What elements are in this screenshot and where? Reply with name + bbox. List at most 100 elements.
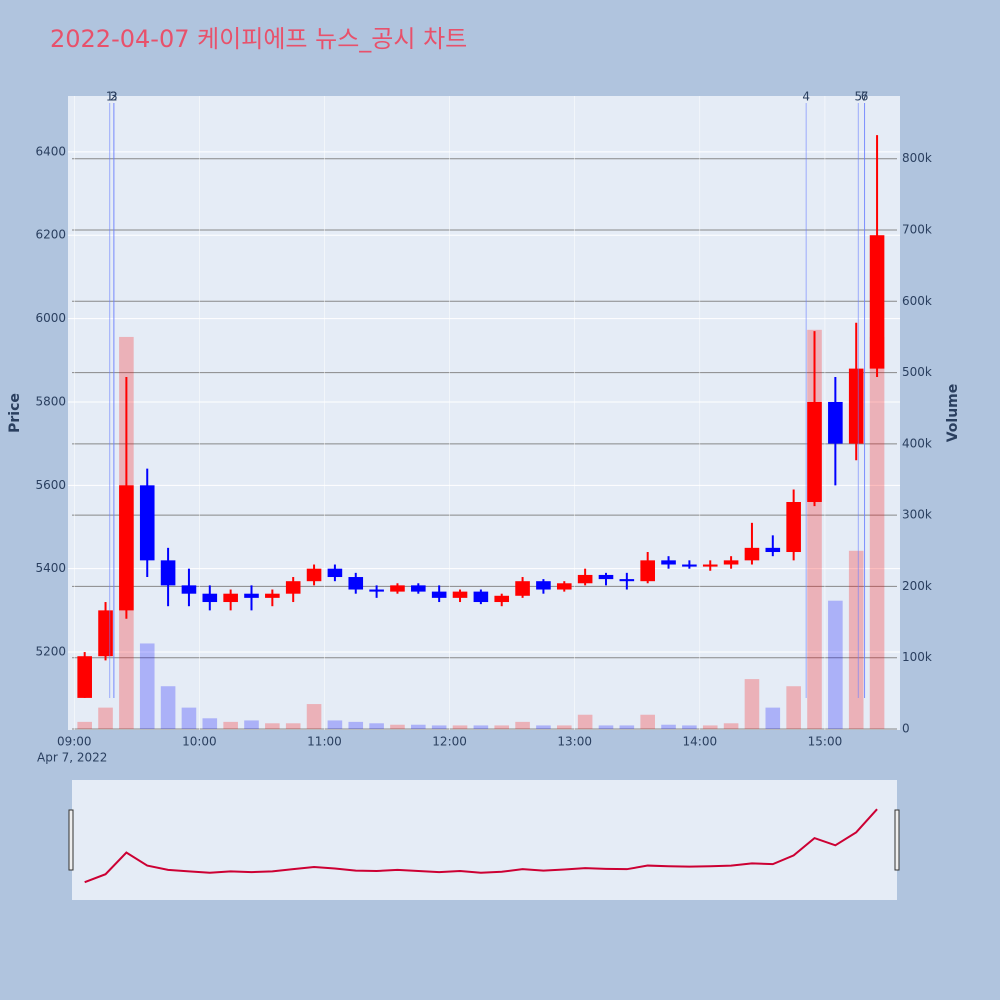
- y2-tick-label: 500k: [902, 365, 932, 379]
- y2-tick-label: 700k: [902, 223, 932, 237]
- candle-body: [77, 656, 92, 698]
- chart-title: 2022-04-07 케이피에프 뉴스_공시 차트: [50, 25, 467, 53]
- volume-bar: [390, 724, 405, 729]
- volume-bar: [285, 723, 301, 729]
- volume-bar: [98, 707, 113, 729]
- candle-body: [869, 235, 885, 369]
- news-label: 5: [854, 90, 862, 104]
- candle-body: [786, 501, 801, 553]
- volume-bar: [494, 725, 510, 729]
- news-label: 1: [106, 90, 114, 104]
- volume-bar: [869, 336, 885, 729]
- x-tick-label: 10:00: [182, 735, 217, 749]
- volume-bar: [77, 721, 92, 729]
- x-tick-label: 15:00: [808, 735, 843, 749]
- candle-body: [619, 579, 635, 582]
- candle-body: [765, 547, 781, 553]
- y2-tick-label: 100k: [902, 650, 932, 664]
- y-tick-label: 5400: [35, 561, 66, 575]
- volume-bar: [348, 721, 364, 729]
- candle-body: [723, 560, 739, 565]
- candle-body: [556, 583, 572, 590]
- candle-body: [682, 564, 697, 567]
- y2-tick-label: 600k: [902, 294, 932, 308]
- candle-body: [640, 560, 655, 582]
- candle-body: [744, 547, 760, 561]
- candle-body: [661, 560, 676, 565]
- candle-body: [265, 593, 280, 598]
- candle-body: [160, 560, 176, 586]
- volume-bar: [139, 643, 155, 729]
- candle-body: [98, 610, 113, 657]
- slider-handle: [894, 809, 900, 871]
- y2-axis-title: Volume: [945, 384, 961, 443]
- x-date-label: Apr 7, 2022: [37, 751, 107, 765]
- x-tick-label: 09:00: [57, 735, 92, 749]
- volume-bar: [556, 725, 572, 729]
- volume-bar: [682, 725, 697, 729]
- volume-bar: [223, 721, 238, 729]
- volume-bar: [411, 724, 426, 729]
- y2-tick-label: 400k: [902, 436, 932, 450]
- volume-bar: [536, 725, 551, 729]
- x-tick-label: 14:00: [683, 735, 718, 749]
- volume-bar: [848, 550, 864, 729]
- x-tick-label: 11:00: [307, 735, 342, 749]
- y-tick-label: 6000: [35, 311, 66, 325]
- candle-body: [473, 591, 489, 603]
- y2-tick-label: 800k: [902, 151, 932, 165]
- candle-body: [598, 574, 614, 580]
- volume-bar: [765, 707, 781, 729]
- candle-body: [828, 401, 843, 444]
- y-tick-label: 5200: [35, 645, 66, 659]
- candle-body: [223, 593, 238, 603]
- candle-body: [577, 574, 593, 584]
- y-tick-label: 5600: [35, 478, 66, 492]
- y-tick-label: 5800: [35, 394, 66, 408]
- y2-tick-label: 200k: [902, 579, 932, 593]
- volume-bar: [577, 714, 593, 729]
- volume-bar: [786, 686, 801, 729]
- news-label: 7: [861, 90, 869, 104]
- volume-bar: [619, 725, 635, 729]
- volume-bar: [598, 725, 614, 729]
- volume-bar: [452, 725, 468, 729]
- news-label: 2: [110, 90, 118, 104]
- volume-bar: [306, 704, 322, 729]
- volume-bar: [202, 718, 218, 729]
- y-tick-label: 6200: [35, 228, 66, 242]
- candle-body: [390, 585, 405, 592]
- candle-body: [848, 368, 864, 444]
- range-slider: [72, 780, 897, 900]
- volume-bar: [702, 725, 718, 729]
- news-label: 3: [110, 90, 118, 104]
- plot-area: [68, 96, 900, 730]
- volume-bar: [640, 714, 655, 729]
- volume-bar: [369, 723, 384, 729]
- candle-body: [285, 581, 301, 594]
- candle-body: [536, 581, 551, 590]
- volume-bar: [431, 725, 447, 729]
- candle-body: [306, 568, 322, 582]
- x-tick-label: 12:00: [432, 735, 467, 749]
- news-label: 6: [861, 90, 869, 104]
- volume-bar: [473, 725, 489, 729]
- volume-bar: [181, 707, 197, 729]
- candle-body: [202, 593, 218, 603]
- slider-handle: [68, 809, 74, 871]
- volume-bar: [244, 720, 259, 729]
- candle-body: [119, 485, 134, 611]
- y-axis-title: Price: [7, 393, 23, 433]
- volume-bar: [160, 686, 176, 729]
- candle-body: [431, 591, 447, 598]
- volume-bar: [661, 724, 676, 729]
- candle-body: [411, 585, 426, 592]
- volume-bar: [327, 720, 343, 729]
- volume-bar: [723, 723, 739, 729]
- y-tick-label: 6400: [35, 144, 66, 158]
- mini-line: [84, 808, 878, 884]
- x-tick-label: 13:00: [557, 735, 592, 749]
- candle-body: [369, 589, 384, 592]
- candle-body: [244, 593, 259, 598]
